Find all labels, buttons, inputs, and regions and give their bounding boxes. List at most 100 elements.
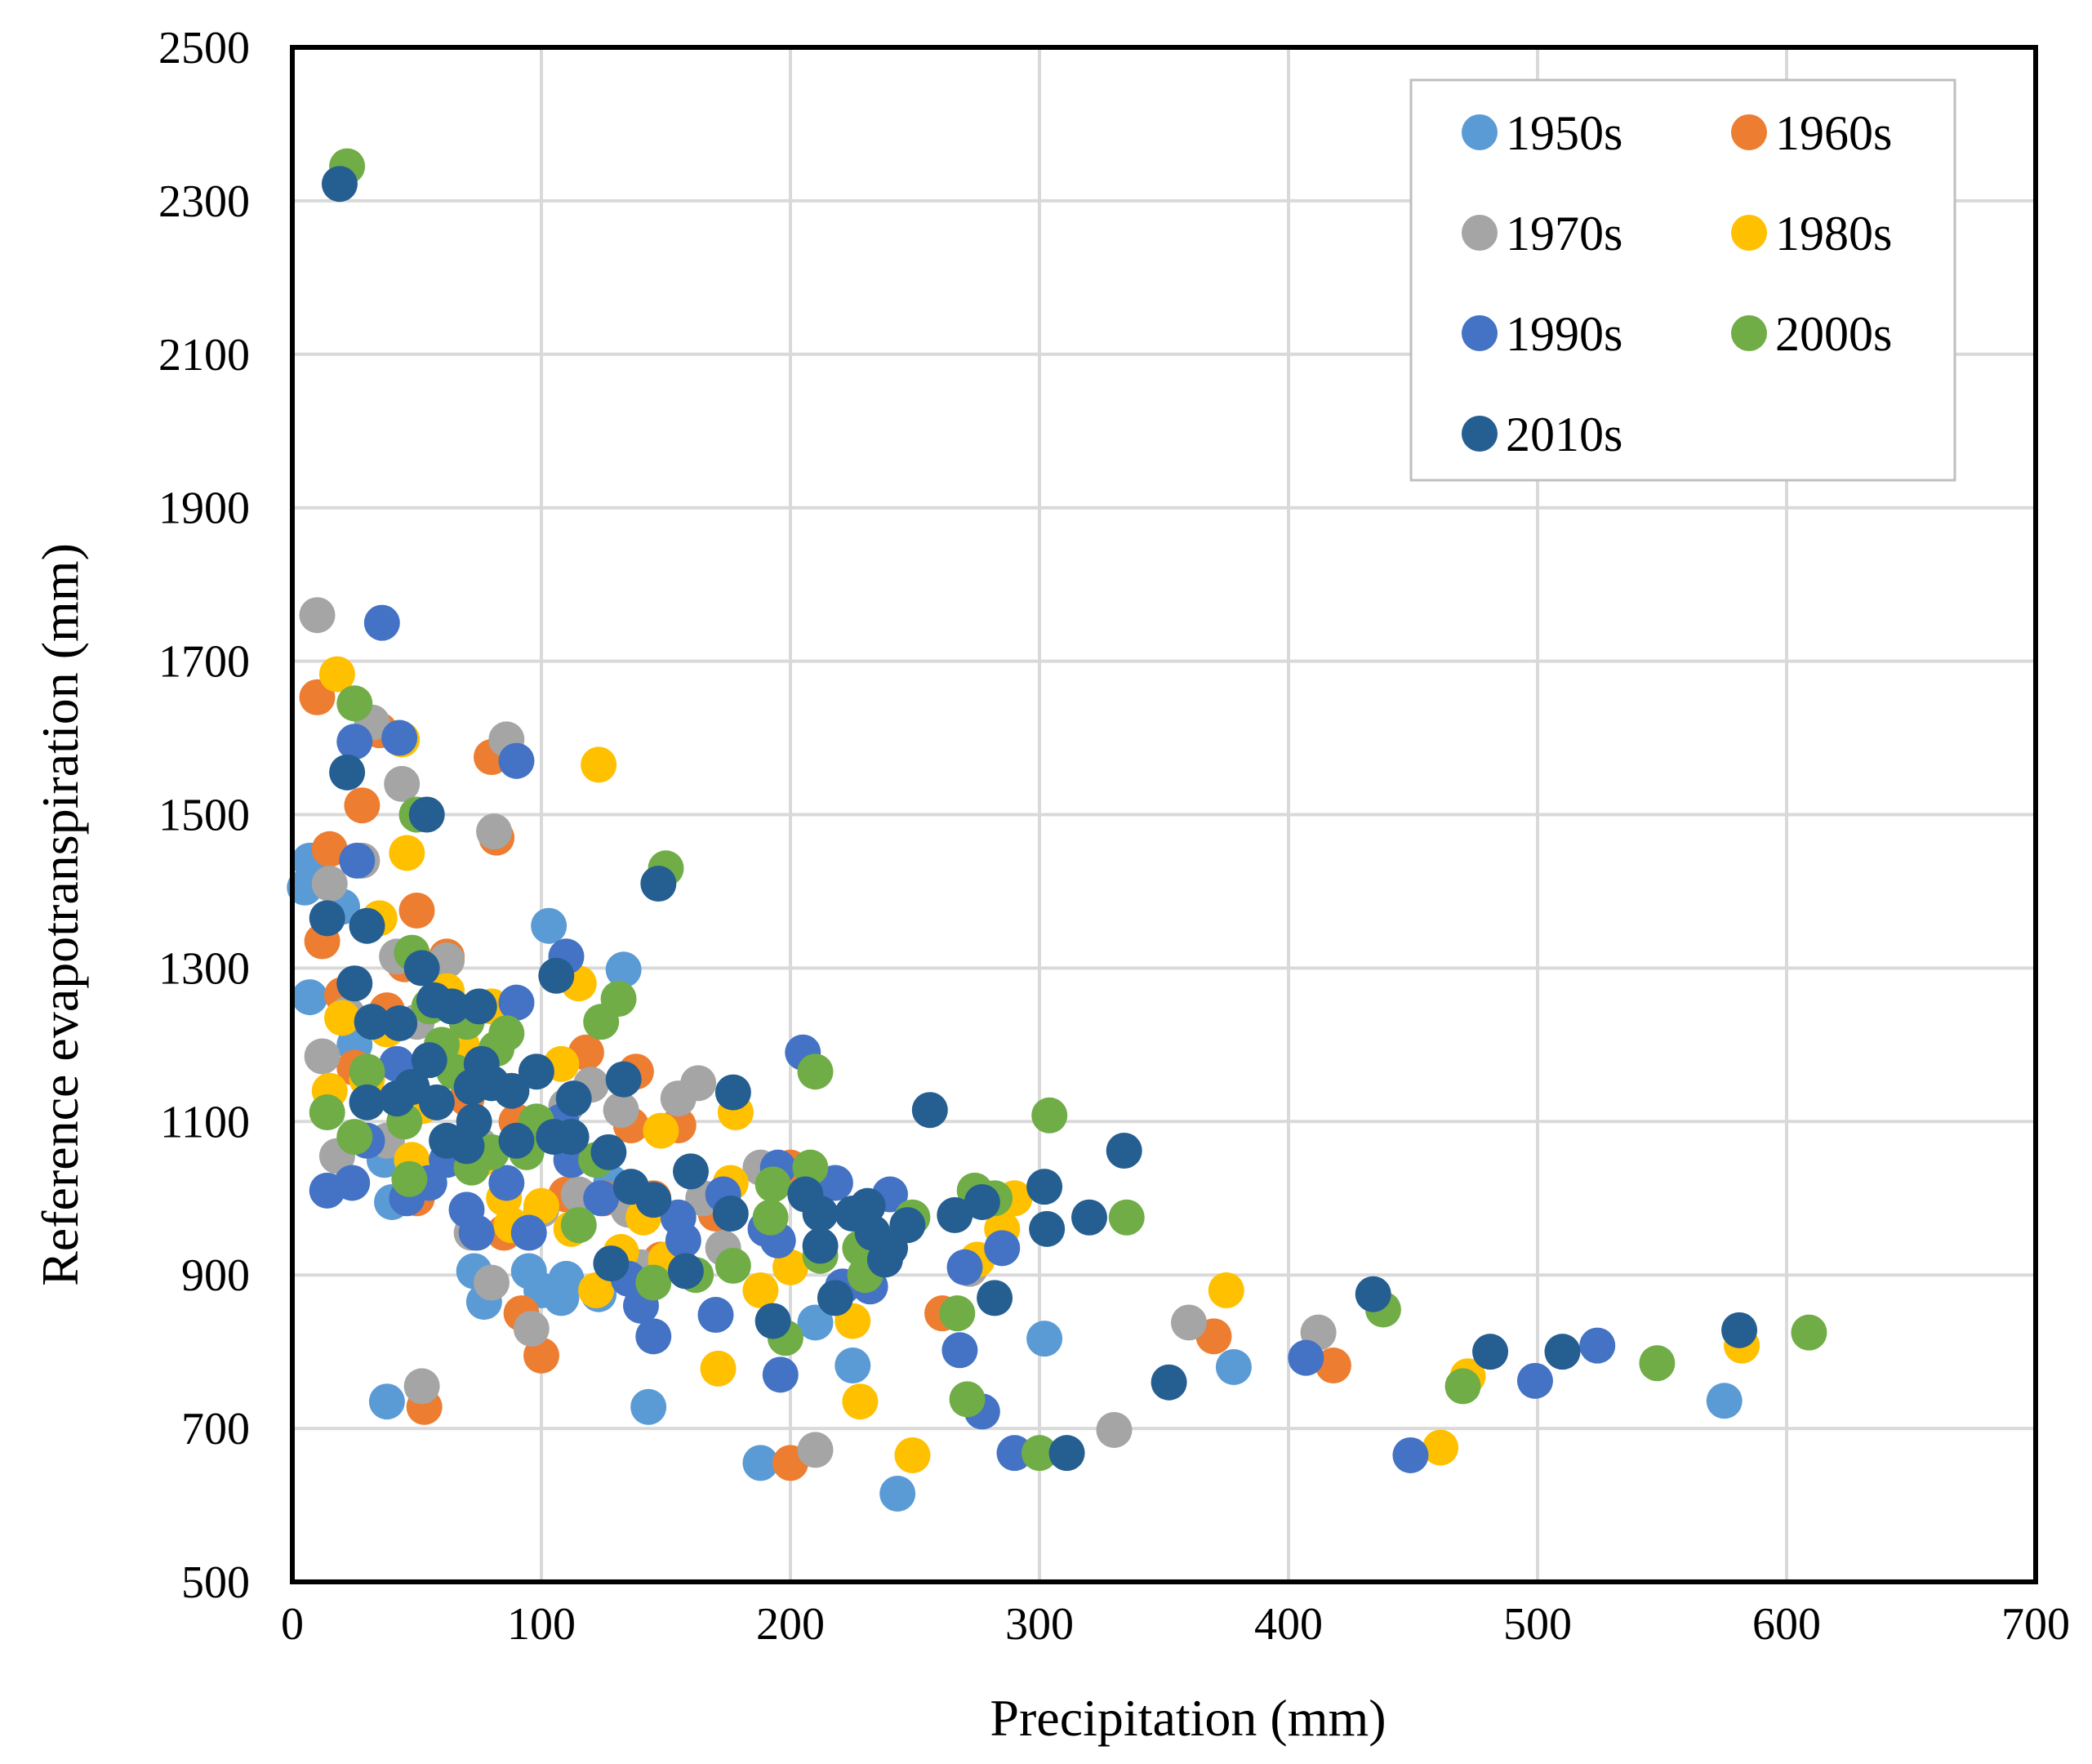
data-point	[461, 988, 497, 1025]
data-point	[977, 1280, 1013, 1316]
data-point	[752, 1199, 789, 1236]
data-point	[911, 1092, 948, 1129]
data-point	[817, 1280, 853, 1316]
legend-label: 1950s	[1506, 106, 1622, 160]
data-point	[1108, 1199, 1145, 1236]
y-axis-title: Reference evapotranspiration (mm)	[31, 543, 89, 1286]
y-tick-label: 500	[181, 1557, 250, 1608]
y-tick-label: 2300	[158, 176, 250, 227]
data-point	[311, 831, 348, 867]
data-point	[1215, 1348, 1252, 1385]
data-point	[849, 1187, 886, 1224]
data-point	[488, 1015, 525, 1052]
data-point	[578, 1272, 615, 1308]
data-point	[835, 1348, 871, 1384]
x-tick-label: 600	[1752, 1599, 1821, 1650]
data-point	[762, 1356, 799, 1393]
data-point	[321, 166, 358, 203]
data-point	[476, 813, 513, 850]
data-point	[894, 1437, 931, 1473]
data-point	[304, 1038, 341, 1075]
data-point	[368, 1383, 405, 1420]
data-point	[712, 1196, 749, 1232]
data-point	[384, 765, 421, 802]
data-point	[548, 1260, 585, 1297]
data-point	[391, 1160, 428, 1197]
data-point	[1791, 1314, 1827, 1351]
data-point	[640, 866, 677, 902]
data-point	[311, 866, 348, 902]
data-point	[964, 1183, 1000, 1220]
data-point	[498, 984, 535, 1021]
legend-marker	[1462, 114, 1498, 150]
data-point	[635, 1318, 672, 1355]
data-point	[1516, 1362, 1553, 1399]
data-point	[635, 1264, 672, 1301]
y-axis-tick-labels: 500 700 900 1100 1300 1500 1700 1900 2100 2300 250…	[158, 23, 250, 1608]
data-point	[680, 1065, 717, 1102]
data-point	[630, 1388, 667, 1425]
data-point	[498, 1122, 535, 1159]
data-point	[418, 1084, 455, 1120]
data-point	[560, 1207, 597, 1244]
data-point	[411, 1042, 447, 1079]
data-point	[949, 1381, 986, 1418]
data-point	[292, 979, 328, 1016]
data-point	[403, 1368, 440, 1405]
data-point	[1472, 1334, 1509, 1370]
data-point	[1422, 1429, 1459, 1466]
y-tick-label: 1100	[160, 1097, 250, 1147]
data-point	[339, 842, 376, 879]
data-point	[309, 900, 345, 937]
data-point	[797, 1432, 834, 1468]
data-point	[772, 1249, 808, 1285]
legend-label: 1990s	[1506, 307, 1622, 361]
data-point	[336, 1119, 373, 1156]
x-tick-label: 100	[507, 1599, 576, 1650]
data-point	[538, 957, 575, 994]
data-point	[299, 597, 336, 634]
data-point	[458, 1214, 495, 1251]
data-point	[498, 742, 535, 779]
data-point	[792, 1149, 829, 1186]
data-point	[842, 1383, 879, 1420]
data-point	[1031, 1097, 1068, 1134]
data-point	[329, 754, 366, 791]
x-axis-title: Precipitation (mm)	[990, 1689, 1386, 1747]
data-point	[1544, 1334, 1581, 1370]
data-point	[381, 719, 418, 756]
data-point	[603, 1092, 639, 1129]
data-point	[1288, 1339, 1324, 1376]
data-point	[667, 1253, 704, 1290]
data-point	[1029, 1210, 1066, 1247]
data-point	[336, 685, 373, 722]
data-point	[600, 980, 637, 1017]
data-point	[1096, 1411, 1133, 1448]
data-point	[488, 1165, 525, 1201]
data-point	[1639, 1345, 1676, 1382]
data-point	[1026, 1321, 1063, 1357]
legend-label: 1980s	[1775, 207, 1892, 261]
data-point	[1106, 1133, 1142, 1169]
y-tick-label: 1700	[158, 637, 250, 688]
data-point	[742, 1445, 779, 1481]
data-point	[513, 1310, 550, 1347]
data-point	[700, 1350, 737, 1387]
data-point	[336, 965, 373, 1002]
data-point	[398, 892, 435, 929]
data-point	[1071, 1199, 1107, 1236]
data-point	[605, 951, 642, 988]
data-point	[381, 1005, 418, 1042]
data-point	[1026, 1169, 1063, 1205]
data-point	[1048, 1435, 1085, 1472]
data-point	[1355, 1276, 1391, 1312]
data-point	[1022, 1435, 1057, 1472]
data-point	[754, 1166, 791, 1203]
legend-marker	[1462, 215, 1498, 251]
y-tick-label: 1500	[158, 791, 250, 841]
data-point	[493, 1072, 530, 1109]
legend-label: 2010s	[1506, 408, 1622, 461]
legend: 1950s 1960s 1970s 1980s 1990s 2000s 2010s	[1409, 78, 1956, 482]
data-point	[1721, 1312, 1758, 1348]
data-point	[1151, 1364, 1187, 1401]
